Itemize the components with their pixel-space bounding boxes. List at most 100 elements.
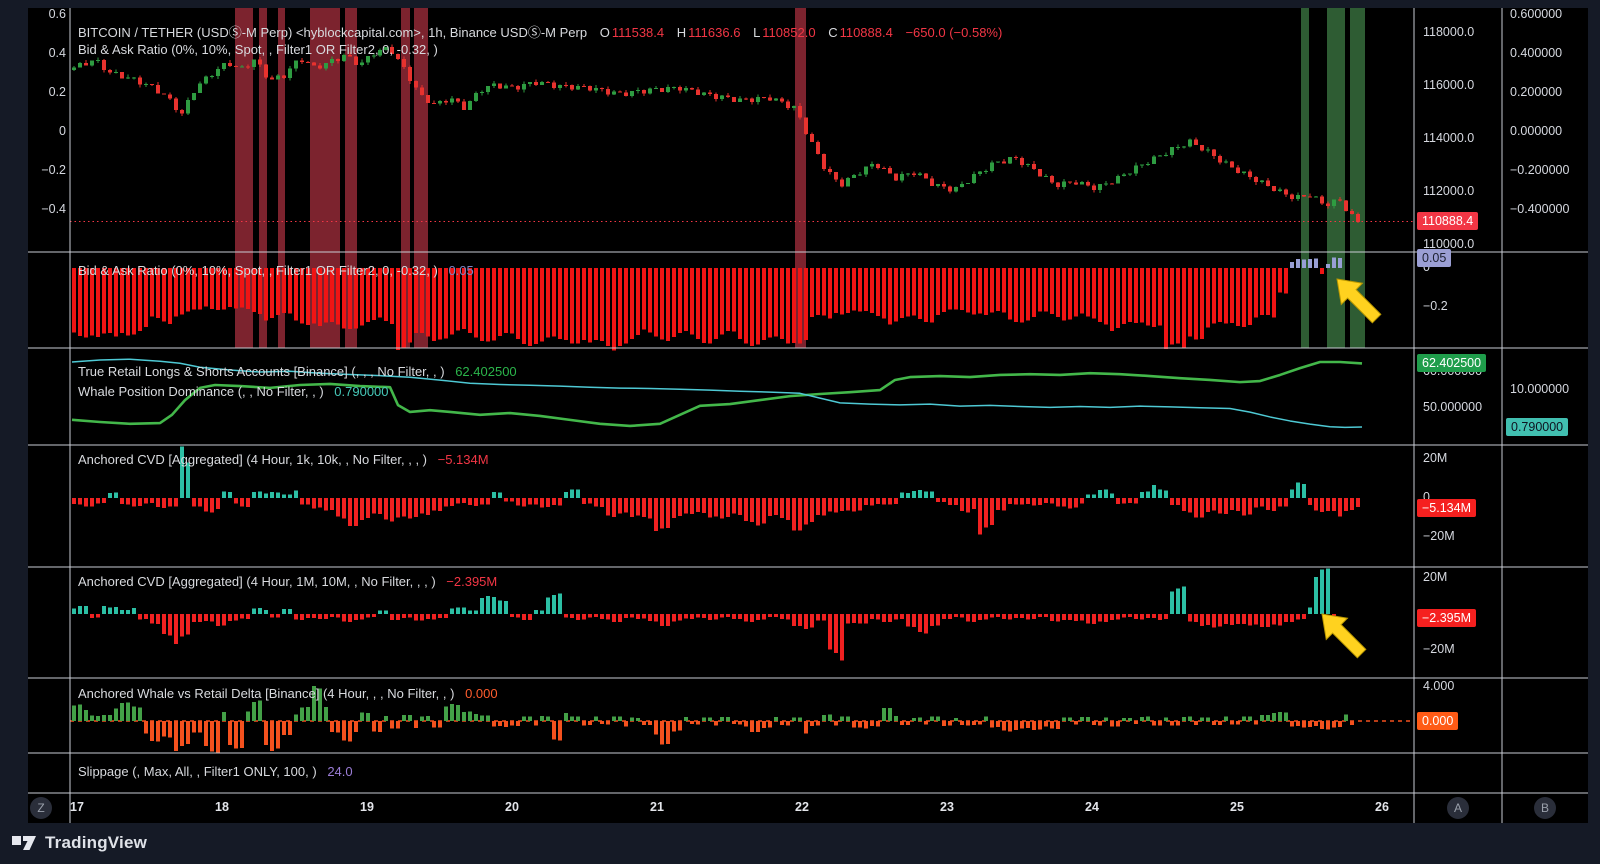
axis-value-badge: 110888.4 <box>1417 212 1479 231</box>
red-highlight-band <box>278 8 285 348</box>
time-axis-label: 25 <box>1230 800 1244 814</box>
left-axis-label: 0.4 <box>48 46 66 61</box>
price-axis-label: 118000.0 <box>1423 24 1475 39</box>
highlight-arrow <box>1336 278 1382 324</box>
main-indicator-title[interactable]: Bid & Ask Ratio (0%, 10%, Spot, , Filter… <box>78 42 438 57</box>
time-axis-label: 26 <box>1375 800 1389 814</box>
scale-a-button[interactable]: A <box>1447 797 1469 819</box>
slippage-title-text: Slippage (, Max, All, , Filter1 ONLY, 10… <box>78 764 317 779</box>
main-indicator-title-text: Bid & Ask Ratio (0%, 10%, Spot, , Filter… <box>78 42 438 57</box>
time-axis-label: 22 <box>795 800 809 814</box>
cvd1-title-text: Anchored CVD [Aggregated] (4 Hour, 1k, 1… <box>78 452 427 467</box>
red-highlight-band <box>414 8 428 348</box>
scale-b-button[interactable]: B <box>1534 797 1556 819</box>
price-axis-label: 20M <box>1423 451 1448 466</box>
secondary-axis-label: 0.600000 <box>1510 7 1563 22</box>
cvd2-panel-title[interactable]: Anchored CVD [Aggregated] (4 Hour, 1M, 1… <box>78 574 497 589</box>
cvd1-panel-title[interactable]: Anchored CVD [Aggregated] (4 Hour, 1k, 1… <box>78 452 489 467</box>
delta-panel-title[interactable]: Anchored Whale vs Retail Delta [Binance]… <box>78 686 498 701</box>
whale-dominance-value: 0.790000 <box>334 384 389 399</box>
retail-value: 62.402500 <box>455 364 517 379</box>
price-axis-label: −20M <box>1423 641 1455 656</box>
change-value: −650.0 (−0.58%) <box>905 25 1003 40</box>
close-label: C <box>828 25 838 40</box>
delta-title-text: Anchored Whale vs Retail Delta [Binance]… <box>78 686 455 701</box>
time-axis-label: 23 <box>940 800 954 814</box>
green-highlight-band <box>1301 8 1309 348</box>
price-axis-label: 4.000 <box>1423 679 1455 693</box>
plot-layer <box>70 8 1414 753</box>
whale-vs-retail-delta-histogram <box>72 685 1354 753</box>
price-axis-label: 50.000000 <box>1423 399 1483 414</box>
red-highlight-band <box>235 8 253 348</box>
close-value: 110888.4 <box>839 25 893 40</box>
cvd1-value: −5.134M <box>437 452 489 467</box>
tradingview-logo-text: TradingView <box>45 833 148 852</box>
price-axis-label: −20M <box>1423 528 1455 543</box>
red-highlight-band <box>401 8 410 348</box>
red-highlight-band <box>795 8 806 348</box>
low-label: L <box>753 25 761 40</box>
secondary-axis-label: −0.200000 <box>1510 163 1570 178</box>
time-axis-label: 21 <box>650 800 664 814</box>
secondary-axis-label: 0.000000 <box>1510 124 1563 139</box>
slippage-panel-title[interactable]: Slippage (, Max, All, , Filter1 ONLY, 10… <box>78 764 353 779</box>
delta-value: 0.000 <box>465 686 498 701</box>
symbol-title-text: BITCOIN / TETHER (USDⓈ-M Perp) <hyblockc… <box>78 25 588 40</box>
green-highlight-band <box>1350 8 1365 348</box>
price-axis-label: 114000.0 <box>1423 131 1475 145</box>
price-axis-label: 116000.0 <box>1423 78 1475 92</box>
secondary-axis-label: −0.400000 <box>1510 202 1570 217</box>
secondary-axis-label: 10.000000 <box>1510 382 1570 397</box>
axis-value-badge: 0.000 <box>1417 712 1459 731</box>
left-axis-label: −0.4 <box>41 202 66 217</box>
axis-value-badge: 0.790000 <box>1506 418 1569 436</box>
true-retail-longs-shorts-line <box>71 360 1363 428</box>
low-value: 110852.0 <box>762 25 816 40</box>
axis-value-badge: 0.05 <box>1417 249 1452 268</box>
price-axis-label: 0 <box>1423 490 1430 504</box>
price-axis-label: 20M <box>1423 569 1448 584</box>
axis-value-badge: 62.402500 <box>1417 354 1487 373</box>
whale-dominance-title[interactable]: Whale Position Dominance (, , No Filter,… <box>78 384 389 399</box>
highlight-arrow <box>1321 613 1367 659</box>
time-axis-label: 20 <box>505 800 519 814</box>
left-axis-label: 0.2 <box>48 85 66 100</box>
time-axis-label: 18 <box>215 800 229 814</box>
anchored-cvd-1m-histogram <box>72 568 1336 661</box>
timezone-button[interactable]: Z <box>30 797 52 819</box>
red-highlight-band <box>345 8 357 348</box>
secondary-axis-label: 0.200000 <box>1510 85 1563 100</box>
candlestick-series <box>72 44 1360 224</box>
red-highlight-band <box>259 8 267 348</box>
retail-title-text: True Retail Longs & Shorts Accounts [Bin… <box>78 364 445 379</box>
slippage-value: 24.0 <box>327 764 353 779</box>
bidask-value: 0.05 <box>448 263 474 278</box>
main-symbol-title[interactable]: BITCOIN / TETHER (USDⓈ-M Perp) <hyblockc… <box>78 22 1002 41</box>
tradingview-logo-icon <box>12 836 36 850</box>
cvd2-title-text: Anchored CVD [Aggregated] (4 Hour, 1M, 1… <box>78 574 436 589</box>
bidask-ratio-histogram <box>72 257 1342 351</box>
time-axis-label: 17 <box>70 800 84 814</box>
anchored-cvd-1k-histogram <box>72 446 1360 535</box>
high-label: H <box>676 25 687 40</box>
open-label: O <box>599 25 610 40</box>
bidask-title-text: Bid & Ask Ratio (0%, 10%, Spot, , Filter… <box>78 263 438 278</box>
price-axis-label: 110000.0 <box>1423 237 1475 252</box>
bidask-panel-title[interactable]: Bid & Ask Ratio (0%, 10%, Spot, , Filter… <box>78 263 474 278</box>
high-value: 111636.6 <box>688 25 741 40</box>
secondary-axis-label: 0.400000 <box>1510 46 1563 61</box>
axis-value-badge: −5.134M <box>1417 499 1476 517</box>
tradingview-logo[interactable]: TradingView <box>12 833 147 853</box>
left-axis-label: 0.6 <box>48 7 66 22</box>
price-axis-label: −0.2 <box>1423 299 1448 314</box>
retail-panel-title[interactable]: True Retail Longs & Shorts Accounts [Bin… <box>78 364 517 379</box>
time-axis-label: 19 <box>360 800 374 814</box>
time-axis-label: 24 <box>1085 800 1099 814</box>
whale-position-dominance-line <box>71 358 1363 429</box>
cvd2-value: −2.395M <box>446 574 498 589</box>
left-axis-label: −0.2 <box>41 163 66 178</box>
whale-dominance-title-text: Whale Position Dominance (, , No Filter,… <box>78 384 324 399</box>
